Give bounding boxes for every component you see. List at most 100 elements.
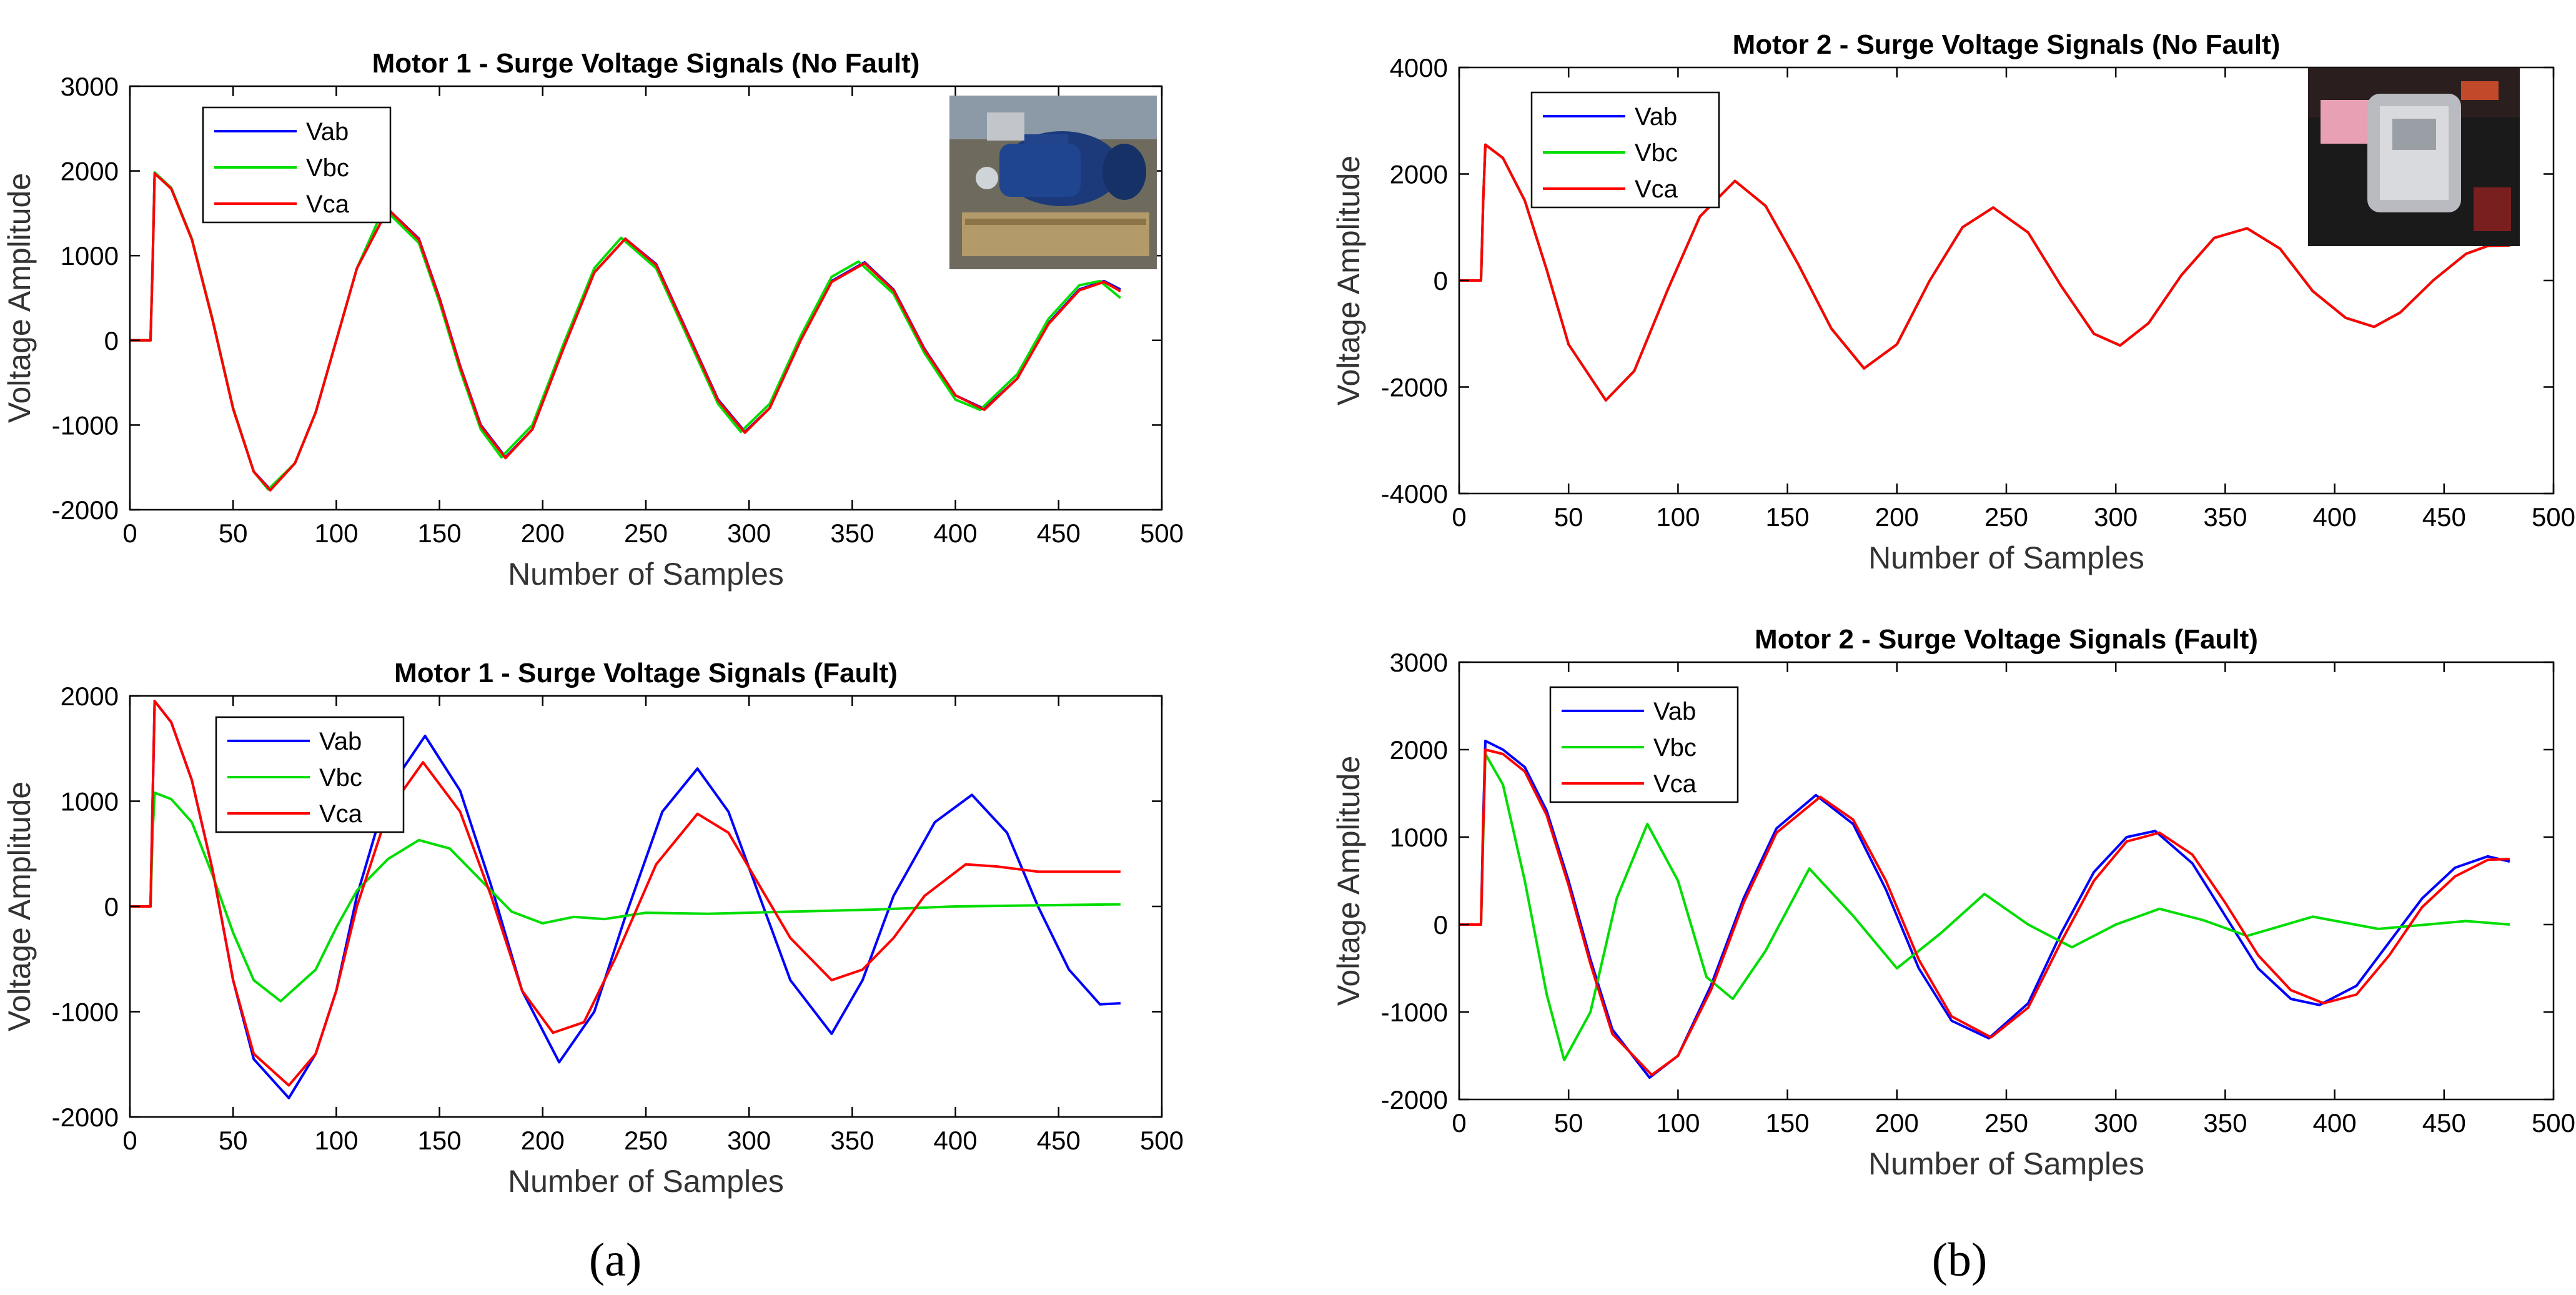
x-tick-label: 0 <box>122 518 137 548</box>
x-tick-label: 350 <box>2203 502 2247 532</box>
x-tick-label: 450 <box>2422 502 2466 532</box>
x-tick-label: 400 <box>2313 502 2357 532</box>
x-tick-label: 300 <box>2094 502 2138 532</box>
y-tick-label: -2000 <box>1381 1085 1448 1114</box>
x-tick-label: 100 <box>314 518 358 548</box>
panel-label-b: (b) <box>1932 1234 1988 1286</box>
y-tick-label: 2000 <box>61 682 119 711</box>
chart-motor2-no-fault: 0 50 100 150 200 250 300 350 400 450 500 -4000 -2000… <box>1331 29 2575 575</box>
x-tick-label: 150 <box>1766 1108 1810 1138</box>
legend-label-vab: Vab <box>1635 103 1677 131</box>
y-tick-label: 0 <box>1434 910 1448 940</box>
x-tick-label: 350 <box>2203 1108 2247 1138</box>
legend-box <box>1530 91 1720 209</box>
y-axis-label: Voltage Amplitude <box>1331 156 1366 405</box>
x-tick-label: 250 <box>624 1126 668 1155</box>
x-tick-label: 200 <box>521 1126 565 1155</box>
chart-title: Motor 2 - Surge Voltage Signals (Fault) <box>1755 624 2258 655</box>
series-line-vca <box>130 172 1121 492</box>
x-tick-label: 450 <box>1037 1126 1081 1155</box>
y-tick-label: -1000 <box>1381 998 1448 1027</box>
y-tick-label: -2000 <box>52 495 119 525</box>
x-tick-label: 400 <box>2313 1108 2357 1138</box>
y-tick-label: 2000 <box>61 157 119 186</box>
y-axis-label: Voltage Amplitude <box>1331 756 1366 1006</box>
legend-label-vbc: Vbc <box>1635 139 1678 167</box>
chart-title: Motor 2 - Surge Voltage Signals (No Faul… <box>1733 29 2281 60</box>
x-tick-label: 0 <box>1452 1108 1466 1138</box>
y-axis-label: Voltage Amplitude <box>2 781 37 1031</box>
motor-photo-disassembled-icon <box>2308 67 2520 246</box>
legend-label-vca: Vca <box>1653 770 1697 798</box>
y-tick-label: 3000 <box>1390 648 1448 677</box>
y-tick-label: 1000 <box>1390 823 1448 852</box>
x-tick-label: 350 <box>830 1126 874 1155</box>
y-tick-label: -4000 <box>1381 479 1448 509</box>
x-tick-label: 500 <box>2532 1108 2575 1138</box>
x-tick-label: 100 <box>1656 1108 1700 1138</box>
y-tick-label: 1000 <box>61 787 119 816</box>
y-tick-label: -1000 <box>52 998 119 1027</box>
series-line-vca <box>1459 748 2510 1076</box>
x-axis-label: Number of Samples <box>508 1164 784 1199</box>
y-tick-label: 0 <box>104 326 119 355</box>
series-line-vca <box>130 700 1121 1087</box>
legend-box <box>1549 686 1739 803</box>
x-axis-label: Number of Samples <box>508 557 784 592</box>
x-tick-label: 400 <box>934 1126 978 1155</box>
y-tick-label: 3000 <box>61 72 119 101</box>
chart-motor1-no-fault: 0 50 100 150 200 250 300 350 400 450 500 -2000 -1000… <box>2 48 1184 592</box>
legend-label-vab: Vab <box>1653 698 1696 725</box>
y-axis-label: Voltage Amplitude <box>2 173 37 423</box>
legend-label-vbc: Vbc <box>319 764 362 791</box>
x-tick-label: 450 <box>1037 518 1081 548</box>
x-tick-label: 150 <box>1766 502 1810 532</box>
legend-label-vca: Vca <box>306 191 350 218</box>
x-tick-label: 100 <box>1656 502 1700 532</box>
x-tick-label: 200 <box>1875 1108 1919 1138</box>
x-axis-label: Number of Samples <box>1868 1146 2144 1181</box>
x-tick-label: 250 <box>1984 1108 2028 1138</box>
x-tick-label: 200 <box>1875 502 1919 532</box>
x-tick-label: 50 <box>219 1126 248 1155</box>
x-tick-label: 50 <box>219 518 248 548</box>
x-tick-label: 500 <box>1140 1126 1184 1155</box>
series-line-vbc <box>130 791 1121 1003</box>
x-tick-label: 50 <box>1554 502 1583 532</box>
y-tick-label: -2000 <box>1381 373 1448 402</box>
x-tick-label: 300 <box>727 518 771 548</box>
y-tick-label: 2000 <box>1390 735 1448 765</box>
x-tick-label: 0 <box>122 1126 137 1155</box>
legend-label-vab: Vab <box>306 118 349 146</box>
x-tick-label: 400 <box>934 518 978 548</box>
chart-title: Motor 1 - Surge Voltage Signals (Fault) <box>394 658 898 688</box>
x-tick-label: 50 <box>1554 1108 1583 1138</box>
x-axis-label: Number of Samples <box>1868 540 2144 575</box>
y-tick-label: 4000 <box>1390 53 1448 82</box>
legend-box <box>215 716 405 833</box>
chart-motor1-fault: 0 50 100 150 200 250 300 350 400 450 500 -2000 -1000… <box>2 658 1184 1199</box>
x-tick-label: 250 <box>1984 502 2028 532</box>
motor-photo-blue-icon <box>949 96 1157 269</box>
x-tick-label: 300 <box>727 1126 771 1155</box>
legend-label-vab: Vab <box>319 728 362 755</box>
legend-label-vbc: Vbc <box>306 154 349 182</box>
x-tick-label: 350 <box>830 518 874 548</box>
x-tick-label: 100 <box>314 1126 358 1155</box>
legend-label-vbc: Vbc <box>1653 734 1697 762</box>
x-tick-label: 450 <box>2422 1108 2466 1138</box>
x-tick-label: 500 <box>1140 518 1184 548</box>
x-tick-label: 150 <box>418 518 462 548</box>
chart-title: Motor 1 - Surge Voltage Signals (No Faul… <box>372 48 920 79</box>
legend-box <box>202 106 392 224</box>
y-tick-label: -1000 <box>52 410 119 440</box>
series-line-vca <box>1459 143 2510 402</box>
y-tick-label: 1000 <box>61 241 119 270</box>
x-tick-label: 500 <box>2532 502 2575 532</box>
x-tick-label: 200 <box>521 518 565 548</box>
legend-label-vca: Vca <box>1635 176 1678 203</box>
x-tick-label: 0 <box>1452 502 1466 532</box>
y-tick-label: 2000 <box>1390 160 1448 189</box>
panel-label-a: (a) <box>589 1234 642 1286</box>
